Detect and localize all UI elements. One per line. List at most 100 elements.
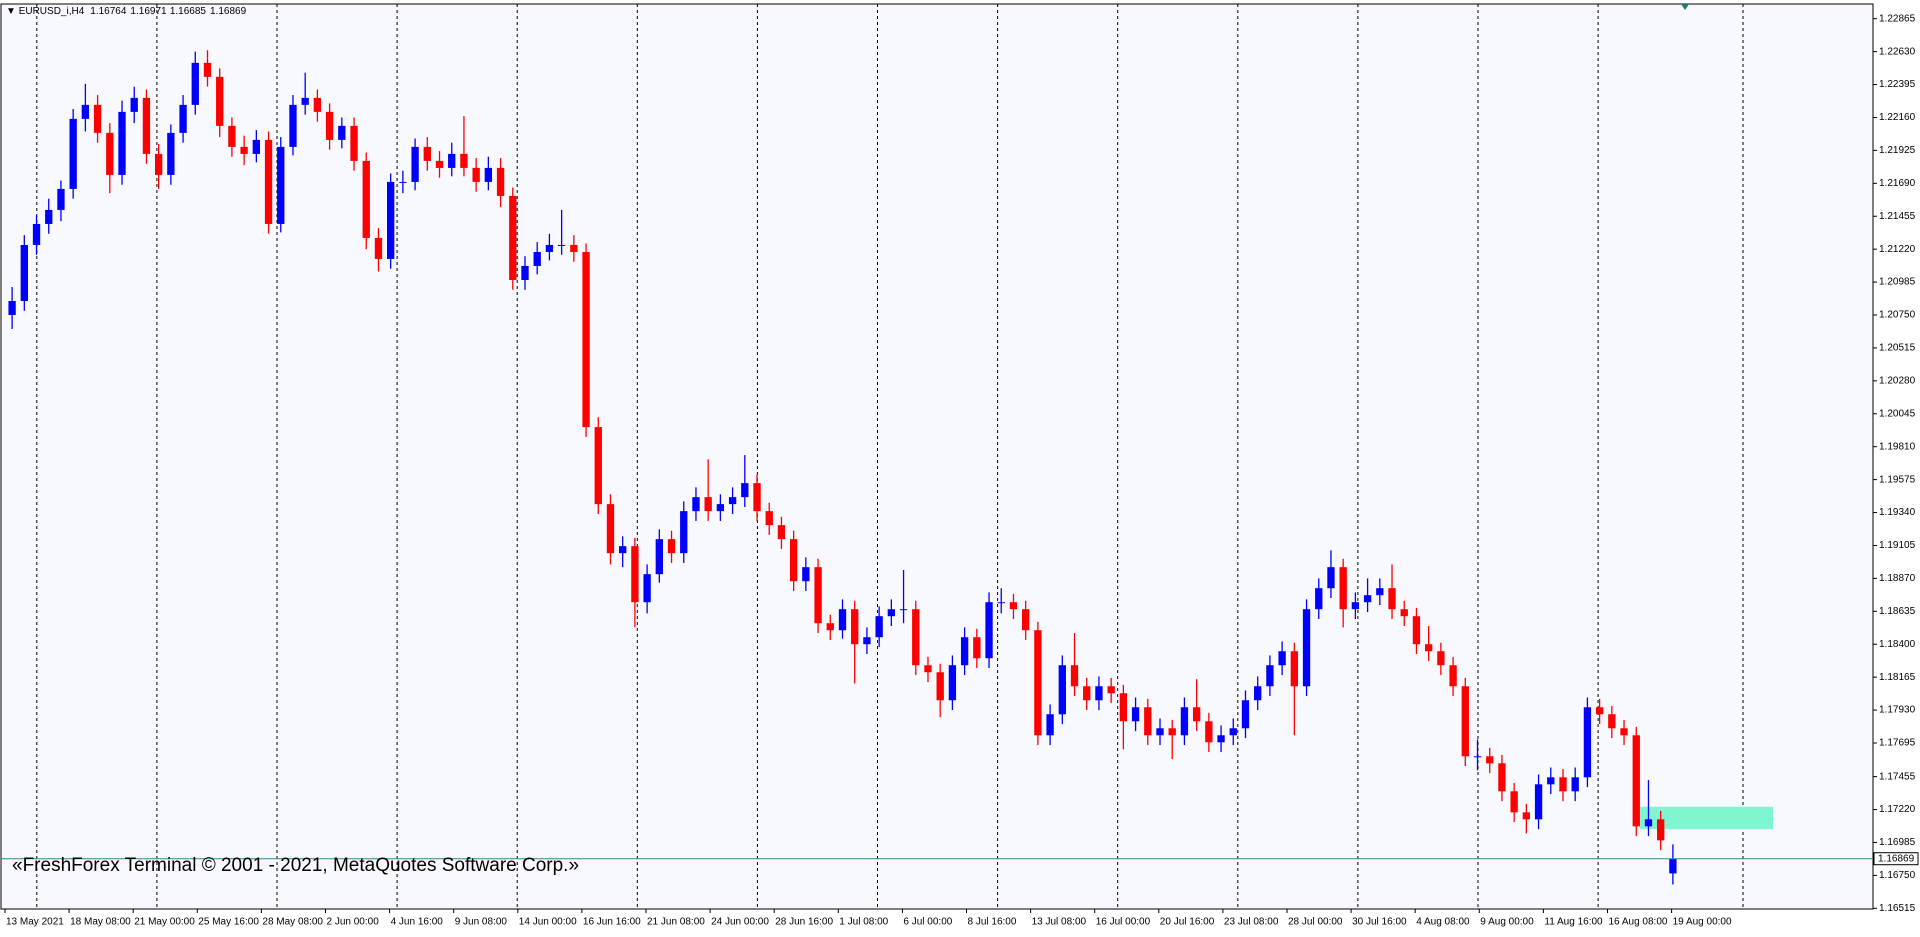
- candle-body: [1620, 728, 1628, 736]
- candle-body: [264, 139, 273, 224]
- candle-body: [924, 665, 932, 673]
- candle-body: [154, 153, 163, 175]
- candle-body: [1400, 609, 1408, 617]
- candle-body: [814, 567, 822, 624]
- candle-body: [142, 97, 151, 154]
- x-tick-label: 16 Jul 00:00: [1096, 917, 1151, 928]
- candle-body: [1559, 777, 1567, 792]
- candle-body: [1009, 602, 1018, 610]
- y-tick-label: 1.17220: [1879, 804, 1916, 815]
- x-tick-label: 4 Aug 08:00: [1416, 917, 1470, 928]
- x-tick-label: 9 Aug 00:00: [1480, 917, 1534, 928]
- candle-body: [1632, 735, 1640, 827]
- candle-body: [93, 104, 102, 133]
- candle-body: [1339, 567, 1347, 610]
- candle-body: [1583, 707, 1592, 778]
- y-tick-label: 1.20985: [1879, 277, 1916, 288]
- candle-body: [484, 167, 493, 182]
- x-tick-label: 28 Jun 16:00: [775, 917, 833, 928]
- y-tick-label: 1.17930: [1879, 705, 1916, 716]
- x-tick-label: 21 Jun 08:00: [647, 917, 705, 928]
- candle-body: [1192, 707, 1201, 722]
- y-tick-label: 1.22865: [1879, 13, 1916, 24]
- candle-body: [1595, 707, 1604, 715]
- candle-body: [1486, 756, 1494, 764]
- candle-body: [1022, 609, 1030, 631]
- candle-body: [765, 511, 773, 526]
- candle-body: [1070, 665, 1079, 687]
- y-tick-label: 1.17455: [1879, 771, 1916, 782]
- candle-body: [81, 104, 90, 119]
- copyright: «FreshForex Terminal © 2001 - 2021, Meta…: [12, 855, 579, 876]
- candle-body: [619, 546, 627, 554]
- candle-body: [1131, 707, 1140, 722]
- y-tick-label: 1.18165: [1879, 672, 1916, 683]
- x-tick-label: 23 Jul 08:00: [1224, 917, 1279, 928]
- candle-body: [582, 251, 590, 428]
- candle-body: [1522, 812, 1531, 820]
- candle-body: [216, 76, 224, 126]
- candle-body: [704, 497, 712, 512]
- y-tick-label: 1.21690: [1879, 178, 1916, 189]
- candle-body: [1119, 693, 1128, 722]
- candle-body: [167, 132, 175, 175]
- y-tick-label: 1.22160: [1879, 112, 1916, 123]
- header-high: 1.16971: [130, 6, 167, 17]
- price-label: 1.16869: [1878, 853, 1915, 864]
- x-tick-label: 16 Jun 16:00: [583, 917, 641, 928]
- candle-body: [655, 539, 663, 575]
- candle-body: [1510, 791, 1518, 813]
- candle-body: [1644, 819, 1653, 827]
- candle-body: [631, 546, 639, 603]
- candle-body: [557, 244, 566, 246]
- candle-body: [399, 181, 407, 183]
- candle-body: [1180, 707, 1189, 736]
- y-tick-label: 1.16985: [1879, 837, 1916, 848]
- candle-body: [667, 539, 676, 554]
- candle-body: [1168, 728, 1176, 736]
- candle-body: [1327, 567, 1335, 589]
- candle-body: [692, 497, 700, 512]
- candle-body: [521, 265, 529, 280]
- candle-body: [435, 160, 444, 168]
- y-tick-label: 1.21925: [1879, 145, 1916, 156]
- candle-body: [460, 153, 468, 168]
- candle-body: [350, 125, 358, 161]
- candle-body: [1449, 665, 1457, 687]
- candle-body: [1363, 595, 1372, 603]
- candle-body: [912, 609, 920, 666]
- candle-body: [1547, 777, 1555, 785]
- x-tick-label: 16 Aug 08:00: [1609, 917, 1668, 928]
- x-tick-label: 8 Jul 16:00: [968, 917, 1017, 928]
- candle-body: [252, 139, 261, 154]
- y-tick-label: 1.22630: [1879, 46, 1916, 57]
- candle-body: [472, 167, 480, 182]
- candle-body: [8, 300, 16, 316]
- candle-body: [1034, 630, 1042, 736]
- candle-body: [118, 111, 126, 175]
- candle-body: [203, 62, 212, 77]
- y-tick-label: 1.19105: [1879, 540, 1916, 551]
- x-tick-label: 14 Jun 00:00: [519, 917, 577, 928]
- candle-body: [1083, 686, 1091, 701]
- candle-body: [240, 146, 248, 154]
- y-tick-label: 1.20750: [1879, 310, 1916, 321]
- candle-body: [728, 497, 737, 505]
- candle-body: [1412, 616, 1421, 645]
- candle-body: [509, 195, 517, 280]
- candle-body: [1473, 756, 1482, 758]
- y-tick-label: 1.22395: [1879, 79, 1916, 90]
- x-tick-label: 24 Jun 00:00: [711, 917, 769, 928]
- x-tick-label: 9 Jun 08:00: [455, 917, 508, 928]
- candle-body: [45, 209, 53, 224]
- candle-body: [1571, 777, 1579, 792]
- candle-body: [960, 637, 969, 666]
- candle-body: [1608, 714, 1616, 729]
- candle-body: [1376, 588, 1384, 596]
- candle-body: [997, 602, 1005, 604]
- candle-body: [606, 504, 615, 554]
- candle-body: [802, 567, 810, 582]
- y-tick-label: 1.20280: [1879, 375, 1916, 386]
- candle-body: [387, 181, 395, 259]
